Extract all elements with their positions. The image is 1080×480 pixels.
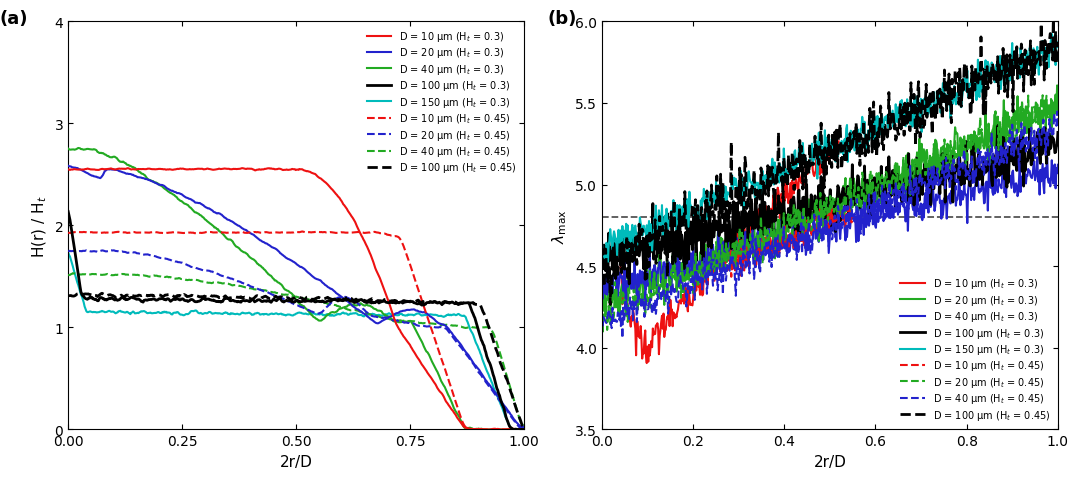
X-axis label: 2r/D: 2r/D [280,454,312,469]
Text: (a): (a) [0,10,28,28]
X-axis label: 2r/D: 2r/D [813,454,847,469]
Text: (b): (b) [548,10,577,28]
Y-axis label: H(r) / H$_t$: H(r) / H$_t$ [30,195,49,257]
Y-axis label: $\lambda_{\mathrm{max}}$: $\lambda_{\mathrm{max}}$ [551,209,569,243]
Legend: D = 10 μm (H$_t$ = 0.3), D = 20 μm (H$_t$ = 0.3), D = 40 μm (H$_t$ = 0.3), D = 1: D = 10 μm (H$_t$ = 0.3), D = 20 μm (H$_t… [897,274,1053,425]
Legend: D = 10 μm (H$_t$ = 0.3), D = 20 μm (H$_t$ = 0.3), D = 40 μm (H$_t$ = 0.3), D = 1: D = 10 μm (H$_t$ = 0.3), D = 20 μm (H$_t… [364,27,519,178]
